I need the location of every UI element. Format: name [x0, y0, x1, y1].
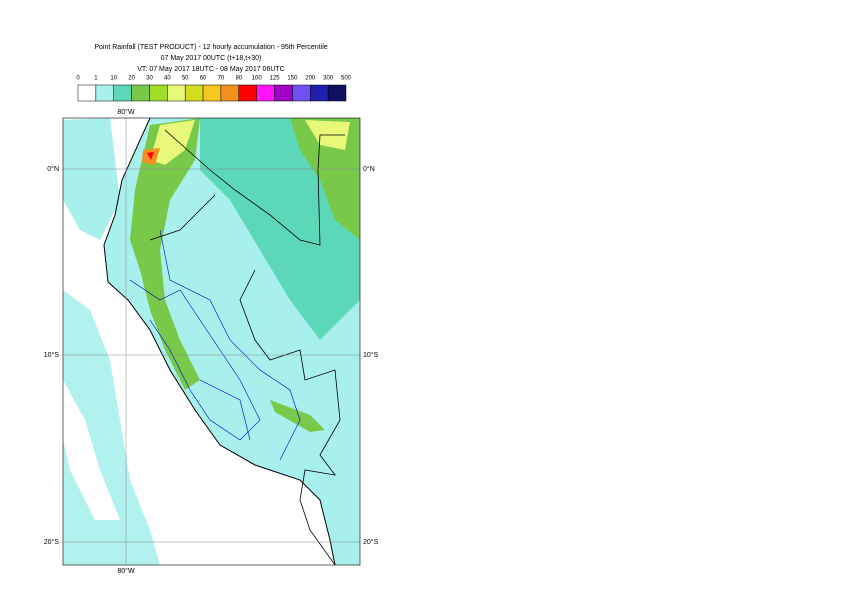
legend-swatch: [327, 84, 347, 102]
legend-swatch: [292, 84, 311, 102]
legend-label: 40: [164, 76, 171, 82]
legend-swatch: [167, 84, 186, 102]
legend-label: 30: [146, 76, 153, 82]
lat-label-right: 10°S: [363, 351, 379, 359]
legend-swatch: [184, 84, 204, 102]
legend-swatch: [95, 84, 114, 102]
legend-label: 10: [110, 76, 117, 82]
legend-label: 200: [305, 76, 316, 82]
lon-label-bottom: 80°W: [117, 567, 135, 575]
legend-label: 0: [76, 76, 80, 82]
lat-label-right: 20°S: [363, 538, 379, 546]
lat-label-left: 10°S: [44, 351, 60, 359]
map-area: [63, 118, 360, 565]
legend-label: 100: [252, 76, 263, 82]
legend-swatch: [274, 84, 293, 102]
legend-label: 500: [341, 76, 352, 82]
legend-label: 150: [287, 76, 298, 82]
lon-label-top: 80°W: [117, 108, 135, 116]
legend: 0 1 10 20 30 40 50 60 70 80 100 125 150 200 300 500: [76, 76, 352, 102]
legend-swatch: [131, 84, 150, 102]
legend-swatch: [113, 84, 132, 102]
title: Point Rainfall (TEST PRODUCT) - 12 hourl…: [94, 44, 327, 51]
legend-swatch: [77, 84, 97, 102]
legend-swatch: [256, 84, 275, 102]
legend-label: 1: [94, 76, 98, 82]
legend-label: 20: [128, 76, 135, 82]
legend-label: 50: [182, 76, 189, 82]
lat-label-right: 0°N: [363, 165, 375, 173]
subtitle: 07 May 2017 00UTC (t+18,t+30): [161, 55, 262, 62]
legend-label: 70: [218, 76, 225, 82]
legend-label: 60: [200, 76, 207, 82]
legend-label: 300: [323, 76, 334, 82]
legend-swatch: [310, 84, 329, 102]
lat-label-left: 20°S: [44, 538, 60, 546]
valid-time: VT: 07 May 2017 18UTC - 08 May 2017 06UT…: [137, 66, 284, 73]
lat-label-left: 0°N: [47, 165, 59, 173]
legend-swatch: [238, 84, 257, 102]
legend-swatch: [220, 84, 240, 102]
legend-swatch: [149, 84, 168, 102]
map-frame: [62, 117, 361, 566]
legend-label: 80: [235, 76, 242, 82]
legend-swatch: [202, 84, 222, 102]
legend-label: 125: [270, 76, 281, 82]
